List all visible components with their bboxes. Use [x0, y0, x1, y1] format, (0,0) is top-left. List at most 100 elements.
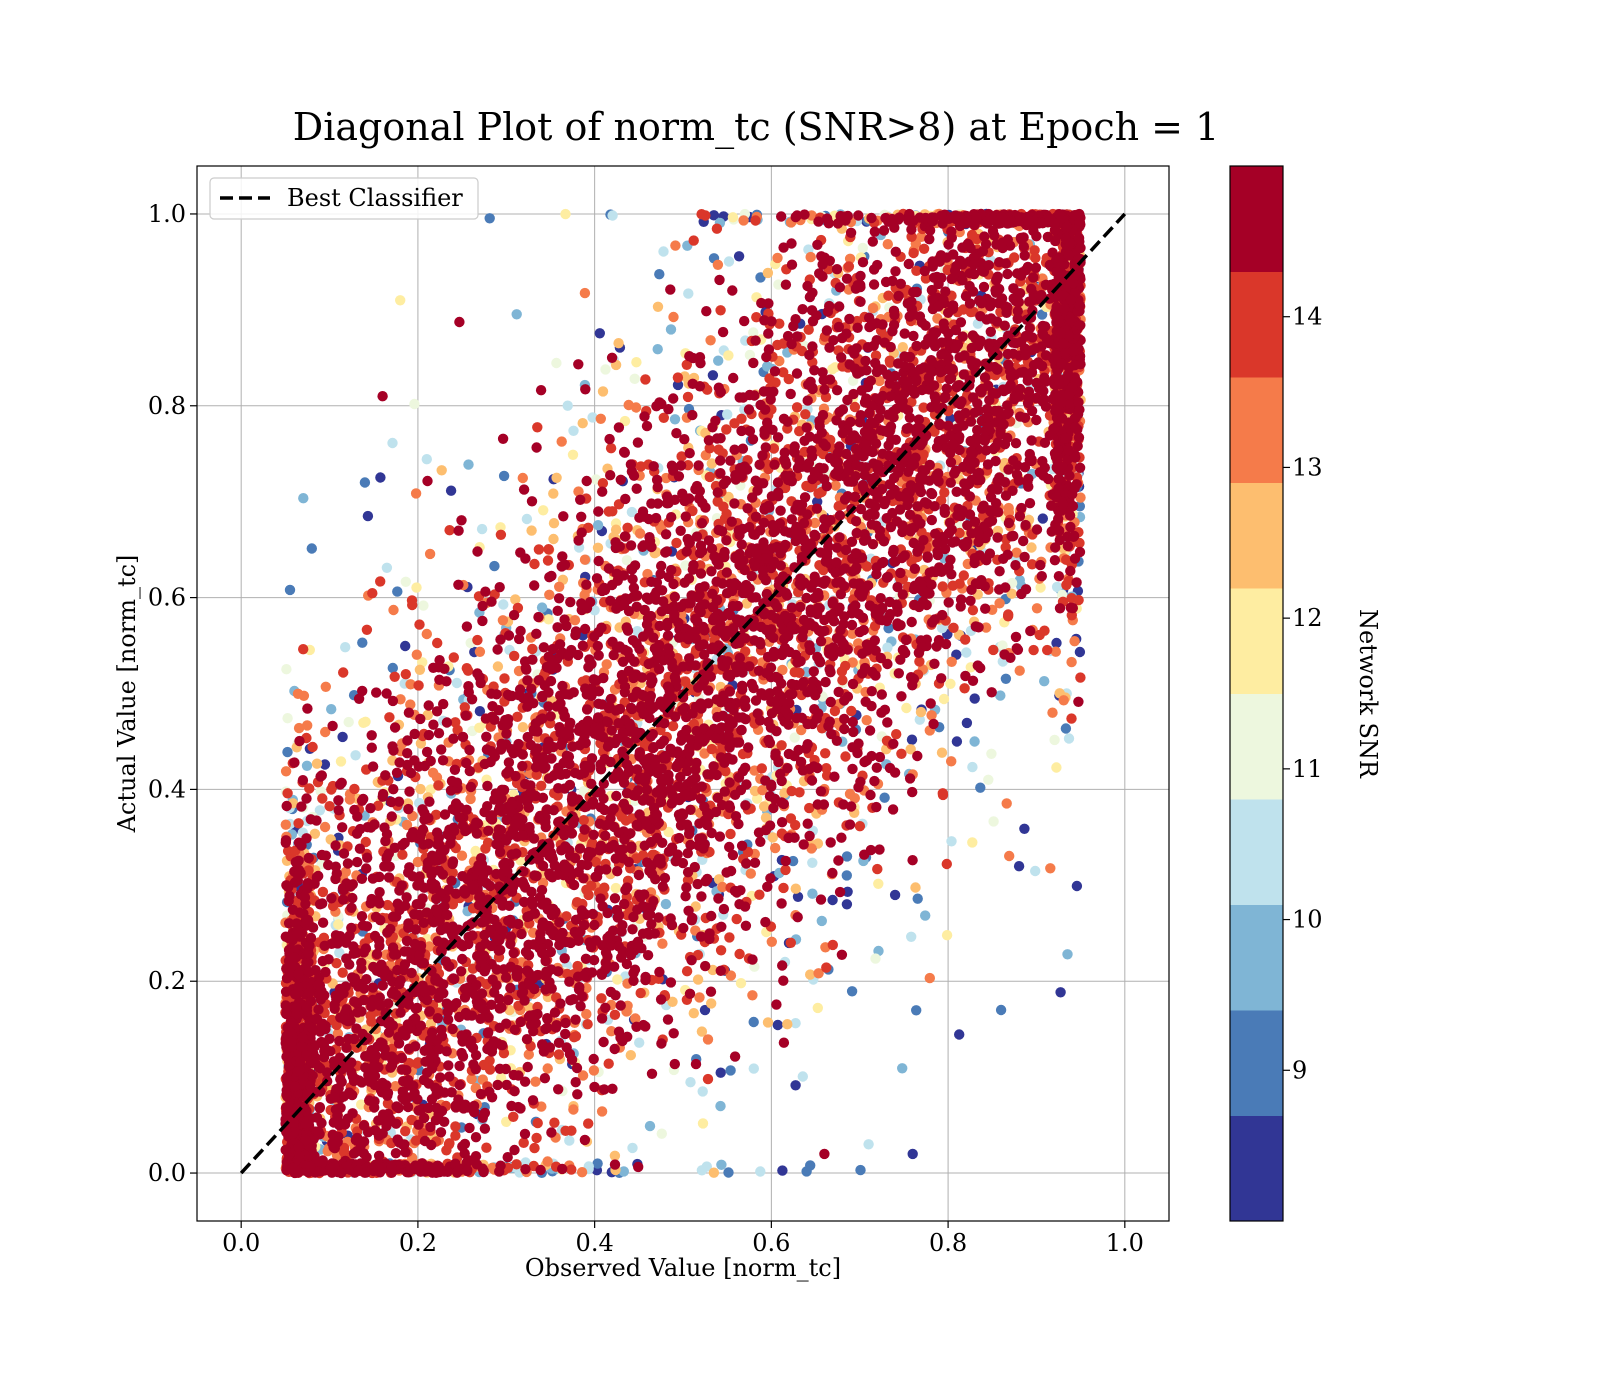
scatter-point [424, 941, 435, 952]
scatter-point [857, 242, 868, 254]
scatter-point [995, 1004, 1007, 1016]
scatter-point [564, 1135, 575, 1146]
scatter-point [967, 605, 979, 616]
scatter-point [997, 640, 1008, 651]
scatter-point [413, 680, 424, 691]
scatter-point [1066, 656, 1077, 668]
scatter-point [595, 413, 606, 424]
scatter-point [337, 967, 348, 978]
scatter-point [411, 582, 422, 593]
scatter-point [371, 687, 382, 698]
scatter-point [790, 1080, 801, 1091]
scatter-point [431, 772, 443, 783]
scatter-point [511, 309, 522, 320]
scatter-point [755, 1166, 766, 1177]
scatter-point [554, 581, 565, 592]
scatter-point [941, 930, 953, 941]
scatter-point [579, 589, 590, 601]
scatter-point [298, 644, 309, 655]
scatter-point [855, 1164, 866, 1176]
scatter-point [445, 485, 457, 496]
scatter-point [966, 229, 978, 241]
scatter-point [607, 210, 618, 221]
scatter-point [951, 736, 963, 747]
scatter-point [454, 1060, 465, 1072]
scatter-point [688, 235, 699, 246]
scatter-point [349, 783, 360, 795]
scatter-point [1063, 733, 1075, 744]
scatter-point [1003, 502, 1014, 514]
scatter-point [314, 805, 326, 816]
scatter-point [786, 785, 797, 797]
scatter-point [961, 647, 972, 658]
scatter-point [648, 461, 659, 472]
scatter-point [760, 812, 772, 823]
scatter-point [320, 681, 331, 692]
scatter-point [680, 676, 691, 687]
scatter-point [945, 678, 956, 689]
scatter-point [497, 615, 509, 626]
scatter-point [701, 1161, 712, 1172]
scatter-point [317, 793, 328, 804]
scatter-point [630, 1013, 641, 1024]
scatter-point [959, 683, 970, 694]
scatter-point [712, 259, 724, 270]
scatter-point [1060, 723, 1072, 734]
scatter-point [787, 855, 799, 867]
scatter-point [293, 818, 304, 829]
scatter-point [926, 710, 937, 721]
scatter-point [867, 302, 879, 314]
scatter-point [292, 688, 304, 699]
scatter-point [652, 301, 664, 312]
scatter-point [841, 899, 853, 910]
chart-title: Diagonal Plot of norm_tc (SNR>8) at Epoc… [293, 105, 1220, 150]
scatter-point [807, 857, 818, 868]
scatter-point [280, 819, 291, 830]
scatter-point [361, 624, 373, 635]
scatter-point [954, 527, 965, 539]
scatter-point [874, 375, 885, 387]
scatter-point [656, 1128, 667, 1139]
scatter-point [350, 750, 361, 761]
scatter-point [1031, 603, 1043, 614]
scatter-point [883, 290, 894, 301]
scatter-point [988, 644, 999, 656]
scatter-point [613, 338, 624, 349]
scatter-point [843, 261, 855, 272]
scatter-point [588, 1065, 600, 1076]
scatter-point [444, 525, 455, 536]
scatter-point [634, 1037, 645, 1048]
scatter-point [573, 486, 584, 497]
scatter-point [744, 349, 756, 361]
scatter-point [663, 826, 674, 838]
scatter-point [967, 761, 978, 773]
plot-area [196, 165, 1170, 1222]
scatter-point [320, 726, 331, 738]
scatter-point [861, 561, 873, 572]
scatter-point [728, 372, 739, 384]
scatter-point [280, 766, 292, 777]
scatter-point [722, 409, 733, 420]
scatter-point [482, 837, 494, 848]
scatter-point [551, 472, 562, 483]
scatter-point [360, 836, 371, 848]
scatter-point [576, 1167, 588, 1178]
scatter-point [702, 1073, 714, 1085]
scatter-point [472, 634, 483, 646]
scatter-point [705, 986, 717, 997]
scatter-point [551, 357, 562, 369]
scatter-point [706, 910, 717, 922]
scatter-point [801, 1166, 812, 1177]
scatter-point [797, 1071, 808, 1082]
scatter-point [365, 1010, 376, 1021]
scatter-point [1014, 665, 1025, 676]
scatter-point [806, 843, 817, 854]
scatter-point [905, 744, 916, 755]
scatter-point [421, 454, 432, 465]
scatter-point [656, 560, 667, 572]
scatter-point [311, 758, 323, 769]
scatter-point [960, 634, 971, 645]
scatter-point [669, 414, 681, 425]
scatter-point [841, 851, 853, 862]
scatter-point [432, 637, 443, 649]
